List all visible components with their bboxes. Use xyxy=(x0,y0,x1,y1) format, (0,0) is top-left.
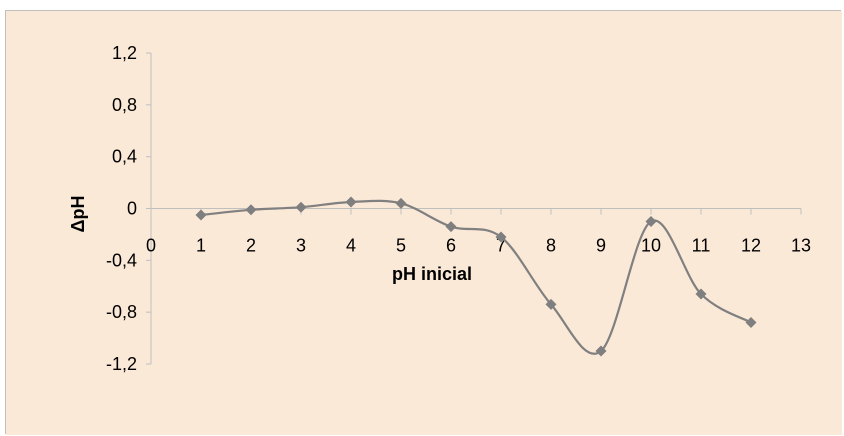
y-tick-label: -0,8 xyxy=(106,302,137,322)
data-point-marker xyxy=(295,201,307,213)
x-tick-label: 6 xyxy=(446,236,456,256)
x-tick-label: 8 xyxy=(546,236,556,256)
y-tick-label: -1,2 xyxy=(106,354,137,374)
x-tick-label: 5 xyxy=(396,236,406,256)
data-point-marker xyxy=(595,345,607,357)
data-point-marker xyxy=(495,231,507,243)
x-tick-label: 0 xyxy=(146,236,156,256)
x-tick-label: 4 xyxy=(346,236,356,256)
chart-frame: 1,2 0,8 0,4 0 -0,4 -0,8 -1,2 0 1 2 3 4 5 6 7 8 9 10 11 12 1… xyxy=(5,10,842,435)
data-point-marker xyxy=(545,298,557,310)
x-axis: 0 1 2 3 4 5 6 7 8 9 10 11 12 13 xyxy=(146,52,811,365)
data-point-marker xyxy=(195,209,207,221)
data-point-marker xyxy=(345,196,357,208)
x-tick-label: 11 xyxy=(692,236,711,256)
data-point-marker xyxy=(245,204,257,216)
x-tick-label: 10 xyxy=(641,236,661,256)
y-tick-label: 0,8 xyxy=(112,95,137,115)
x-tick-label: 1 xyxy=(196,236,206,256)
data-point-marker xyxy=(445,221,457,233)
data-point-marker xyxy=(695,288,707,300)
plot-area-background xyxy=(6,11,842,435)
x-tick-label: 2 xyxy=(246,236,256,256)
y-tick-label: 0,4 xyxy=(112,147,137,167)
data-point-marker xyxy=(745,317,757,329)
x-tick-label: 13 xyxy=(791,236,811,256)
x-axis-title: pH inicial xyxy=(392,264,472,284)
y-tick-label: 0 xyxy=(127,199,137,219)
x-tick-label: 3 xyxy=(296,236,306,256)
y-tick-label: -0,4 xyxy=(106,250,137,270)
y-axis-tick-labels: 1,2 0,8 0,4 0 -0,4 -0,8 -1,2 xyxy=(106,43,137,374)
data-point-marker xyxy=(395,197,407,209)
y-tick-label: 1,2 xyxy=(112,43,137,63)
series-layer xyxy=(195,196,757,357)
y-axis-title: ΔpH xyxy=(68,196,88,233)
x-tick-label: 7 xyxy=(496,236,506,256)
line-chart: 1,20,80,40-0,4-0,8-1,2 0 1 2 3 4 5 6 7 8 9 10 11 12 1… xyxy=(6,11,842,435)
x-tick-label: 12 xyxy=(741,236,761,256)
data-point-marker xyxy=(645,215,657,227)
x-tick-label: 9 xyxy=(596,236,606,256)
